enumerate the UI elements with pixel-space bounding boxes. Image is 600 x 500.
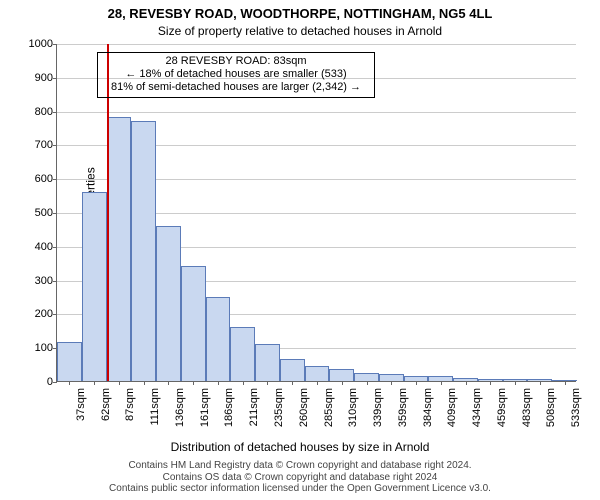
x-tick (69, 381, 70, 385)
caption: Contains HM Land Registry data © Crown c… (0, 460, 600, 495)
x-tick (292, 381, 293, 385)
x-tick (317, 381, 318, 385)
chart-subtitle: Size of property relative to detached ho… (0, 24, 600, 38)
histogram-bar (131, 121, 156, 381)
x-tick-label: 260sqm (298, 388, 310, 427)
x-tick-label: 533sqm (570, 388, 582, 427)
x-tick (367, 381, 368, 385)
x-tick-label: 384sqm (422, 388, 434, 427)
x-tick-label: 359sqm (397, 388, 409, 427)
x-tick (119, 381, 120, 385)
histogram-bar (230, 327, 255, 381)
y-tick-label: 0 (47, 376, 57, 388)
x-tick-label: 186sqm (223, 388, 235, 427)
x-tick-label: 459sqm (496, 388, 508, 427)
x-tick (218, 381, 219, 385)
histogram-bar (206, 297, 231, 382)
x-tick (565, 381, 566, 385)
histogram-bar (453, 378, 478, 381)
y-tick-label: 600 (35, 173, 57, 185)
histogram-bar (478, 379, 503, 381)
y-tick-label: 700 (35, 139, 57, 151)
x-tick (94, 381, 95, 385)
histogram-bar (57, 342, 82, 381)
histogram-bar (107, 117, 132, 381)
histogram-bar (156, 226, 181, 381)
caption-line-2: Contains OS data © Crown copyright and d… (0, 472, 600, 484)
x-tick-label: 62sqm (100, 388, 112, 421)
x-tick-label: 483sqm (521, 388, 533, 427)
x-tick-label: 434sqm (471, 388, 483, 427)
plot-area: 28 REVESBY ROAD: 83sqm ← 18% of detached… (56, 44, 576, 382)
x-tick-label: 211sqm (248, 388, 260, 426)
x-tick-label: 161sqm (199, 388, 211, 427)
annotation-line-1: 28 REVESBY ROAD: 83sqm (100, 55, 372, 68)
x-tick (416, 381, 417, 385)
y-tick-label: 100 (35, 342, 57, 354)
y-tick-label: 1000 (29, 38, 57, 50)
caption-line-3: Contains public sector information licen… (0, 483, 600, 495)
histogram-bar (428, 376, 453, 381)
y-tick-label: 300 (35, 275, 57, 287)
y-tick-label: 400 (35, 241, 57, 253)
histogram-bar (305, 366, 330, 381)
histogram-bar (255, 344, 280, 381)
x-tick-label: 235sqm (273, 388, 285, 427)
x-tick-label: 339sqm (372, 388, 384, 427)
x-tick (391, 381, 392, 385)
x-tick (466, 381, 467, 385)
annotation-line-2: ← 18% of detached houses are smaller (53… (100, 68, 372, 81)
y-tick-label: 500 (35, 207, 57, 219)
histogram-bar (280, 359, 305, 381)
x-tick (243, 381, 244, 385)
x-tick-label: 508sqm (545, 388, 557, 427)
x-tick-label: 111sqm (149, 388, 161, 426)
x-tick (168, 381, 169, 385)
x-tick (441, 381, 442, 385)
annotation-box: 28 REVESBY ROAD: 83sqm ← 18% of detached… (97, 52, 375, 98)
x-tick (515, 381, 516, 385)
x-tick (490, 381, 491, 385)
chart-title: 28, REVESBY ROAD, WOODTHORPE, NOTTINGHAM… (0, 6, 600, 21)
histogram-bar (329, 369, 354, 381)
x-tick (193, 381, 194, 385)
x-tick (144, 381, 145, 385)
x-tick (267, 381, 268, 385)
x-tick-label: 285sqm (323, 388, 335, 427)
y-tick-label: 900 (35, 72, 57, 84)
histogram-bar (181, 266, 206, 381)
x-tick-label: 37sqm (75, 388, 87, 421)
y-tick-label: 800 (35, 106, 57, 118)
histogram-bar (503, 379, 528, 381)
caption-line-1: Contains HM Land Registry data © Crown c… (0, 460, 600, 472)
histogram-bar (404, 376, 429, 381)
histogram-bar (82, 192, 107, 381)
histogram-bar (552, 380, 577, 381)
x-axis-label: Distribution of detached houses by size … (0, 440, 600, 454)
figure: 28, REVESBY ROAD, WOODTHORPE, NOTTINGHAM… (0, 0, 600, 500)
y-tick-label: 200 (35, 308, 57, 320)
x-tick-label: 409sqm (446, 388, 458, 427)
x-tick (540, 381, 541, 385)
histogram-bar (354, 373, 379, 381)
annotation-line-3: 81% of semi-detached houses are larger (… (100, 81, 372, 94)
x-tick-label: 136sqm (174, 388, 186, 427)
histogram-bar (527, 379, 552, 381)
x-tick-label: 87sqm (124, 388, 136, 421)
x-tick (342, 381, 343, 385)
histogram-bar (379, 374, 404, 381)
x-tick-label: 310sqm (347, 388, 359, 427)
